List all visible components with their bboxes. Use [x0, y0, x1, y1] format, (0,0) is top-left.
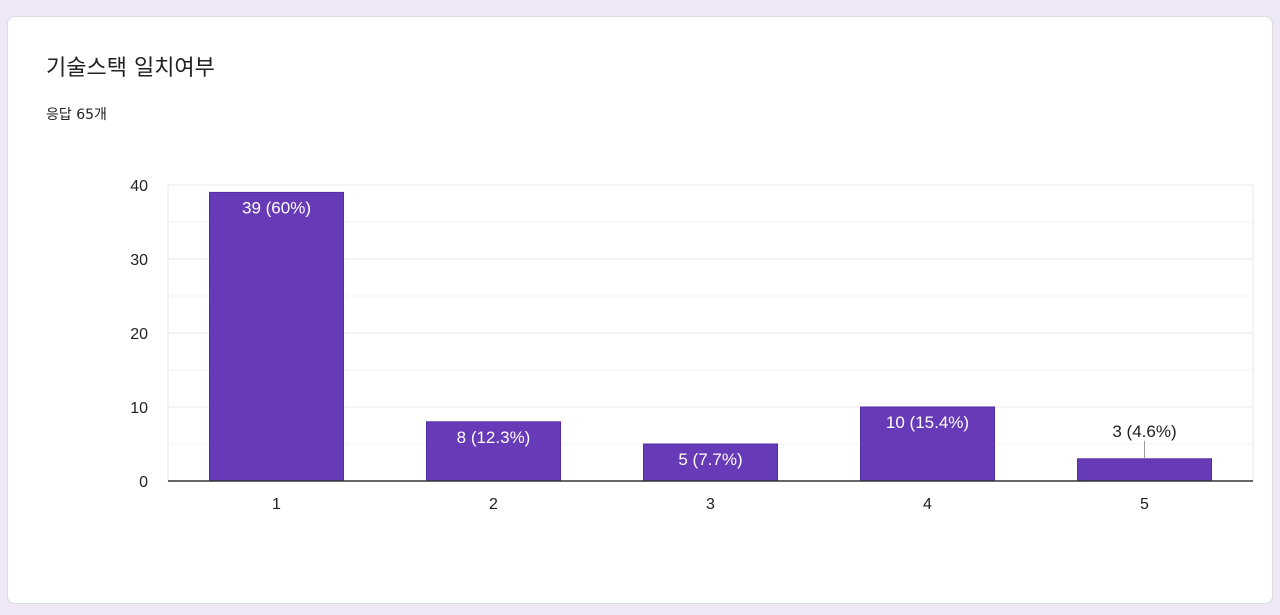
bar-value-label: 3 (4.6%) — [1112, 422, 1176, 441]
x-tick-label: 4 — [923, 496, 932, 513]
bar-1 — [209, 191, 344, 482]
x-tick-label: 5 — [1140, 496, 1149, 513]
question-summary-card: 기술스택 일치여부 응답 65개 0 10 20 30 40 1 2 3 4 5 39 (60%)… — [7, 16, 1273, 604]
y-tick-label: 30 — [130, 252, 148, 269]
y-tick-label: 40 — [130, 178, 148, 195]
y-tick-label: 20 — [130, 326, 148, 343]
chart-axes: 0 10 20 30 40 1 2 3 4 5 — [130, 178, 1253, 513]
bar-value-label: 5 (7.7%) — [678, 450, 742, 469]
bar-value-label: 10 (15.4%) — [886, 413, 969, 432]
y-tick-label: 0 — [139, 474, 148, 491]
bar-value-label: 39 (60%) — [242, 198, 311, 217]
response-count: 응답 65개 — [46, 107, 107, 123]
chart-labels: 39 (60%) 8 (12.3%) 5 (7.7%) 10 (15.4%) 3 (4.… — [242, 198, 1177, 469]
bar-2 — [426, 421, 561, 482]
bar-4 — [860, 406, 995, 482]
x-tick-label: 3 — [706, 496, 715, 513]
bar-5 — [1077, 458, 1212, 482]
bar-3 — [643, 443, 778, 482]
bar-chart: 0 10 20 30 40 1 2 3 4 5 39 (60%) 8 (12.3%) 5 (7.7%)… — [130, 178, 1254, 513]
x-tick-label: 2 — [489, 496, 498, 513]
x-tick-label: 1 — [272, 496, 281, 513]
bar-value-label: 8 (12.3%) — [457, 428, 531, 447]
question-title: 기술스택 일치여부 — [46, 56, 215, 81]
chart-bars — [209, 191, 1212, 482]
y-tick-label: 10 — [130, 400, 148, 417]
